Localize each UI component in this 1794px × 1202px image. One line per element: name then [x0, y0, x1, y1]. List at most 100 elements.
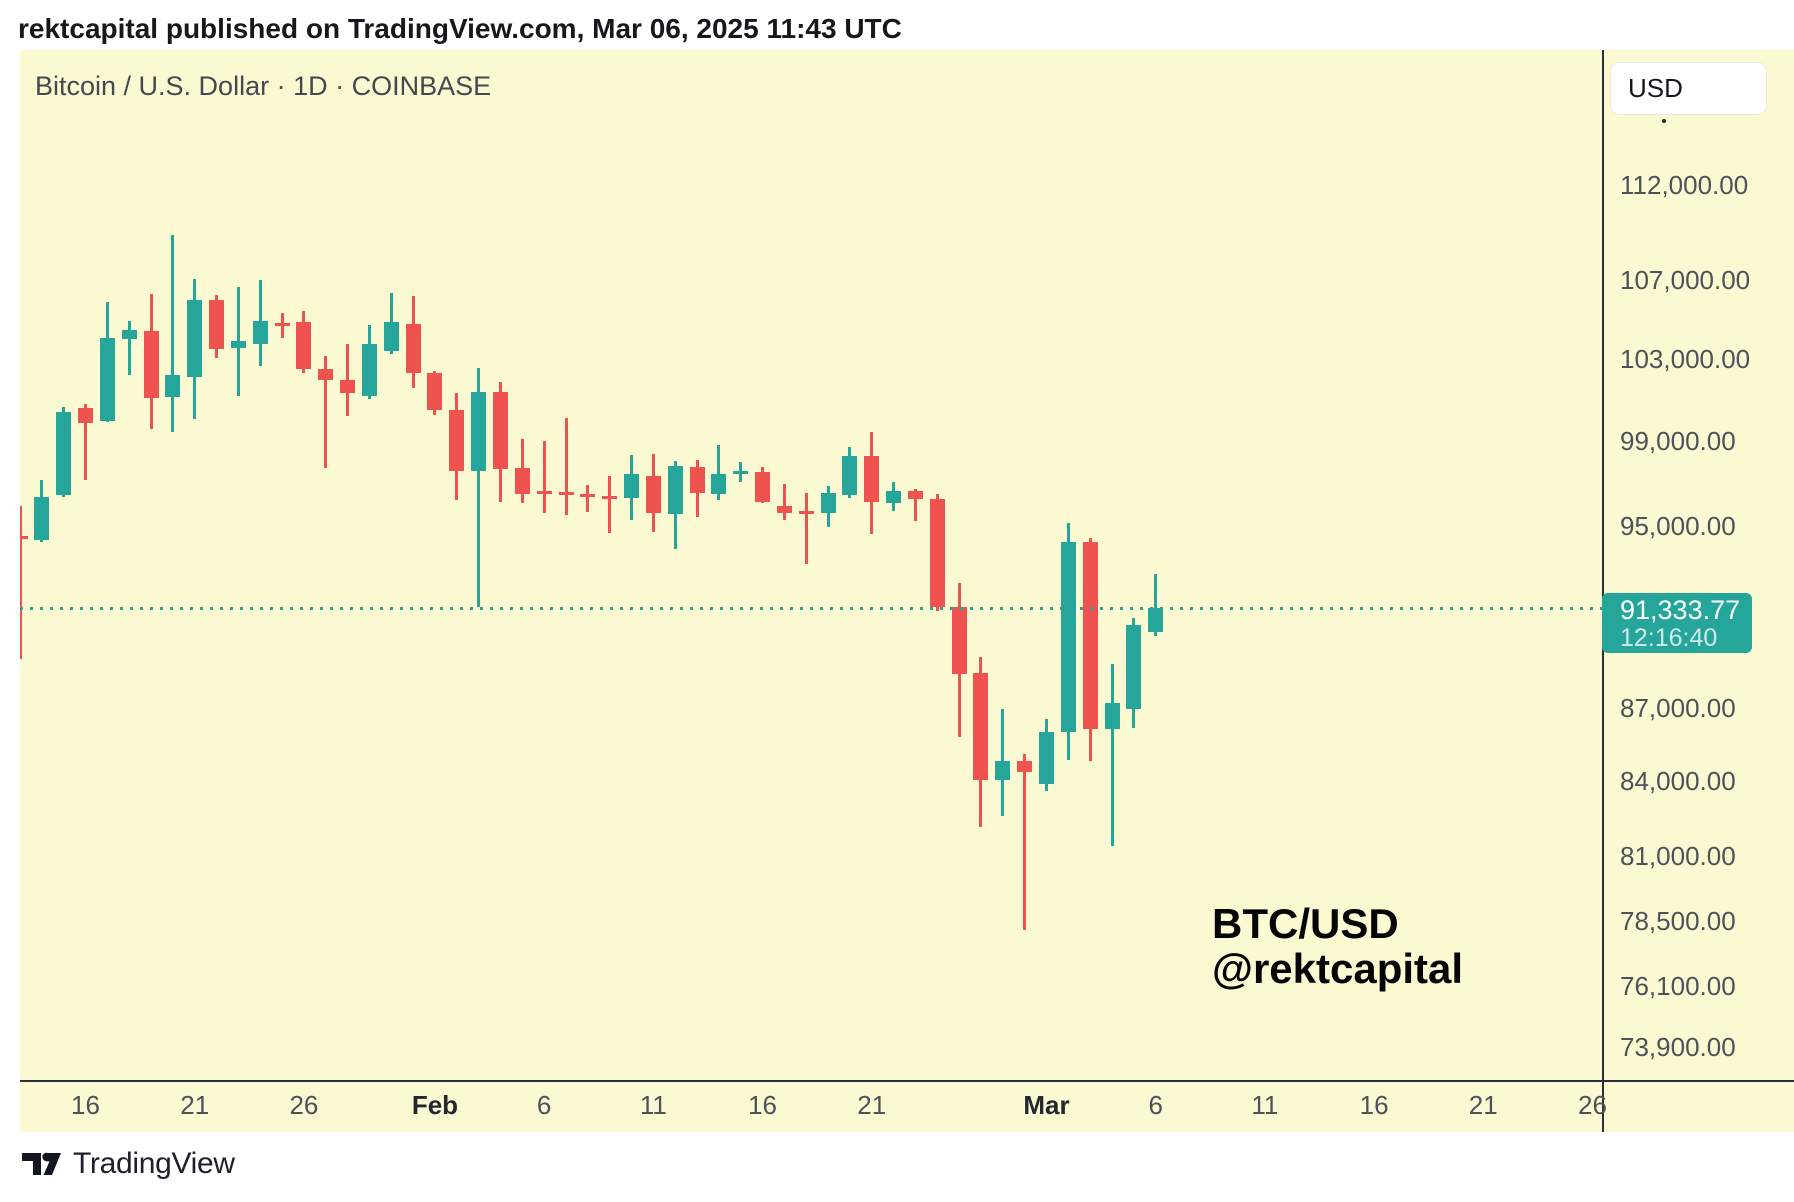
currency-usd-button[interactable]: USD [1610, 62, 1767, 115]
candle-body [558, 491, 574, 495]
price-axis-label: 103,000.00 [1620, 343, 1751, 374]
candle-body [121, 330, 137, 339]
candle-body [1060, 542, 1076, 733]
candle-wick [346, 343, 350, 417]
candle-body [99, 337, 115, 422]
candle-body [340, 380, 356, 394]
candle-body [56, 411, 72, 495]
candle-body [78, 408, 94, 424]
tradingview-logo-text: TradingView [73, 1147, 235, 1180]
candle-body [449, 409, 465, 471]
symbol-title: Bitcoin / U.S. Dollar · 1D · COINBASE [35, 71, 492, 101]
candle-body [252, 320, 268, 344]
candle-wick [1110, 664, 1114, 847]
candle-body [34, 496, 50, 541]
candle-body [907, 491, 923, 500]
price-axis-label: 73,900.00 [1620, 1031, 1736, 1062]
price-axis-label: 76,100.00 [1620, 970, 1736, 1001]
time-axis-label: 6 [1148, 1090, 1163, 1120]
candle-wick [84, 404, 88, 480]
candle-wick [127, 320, 131, 376]
time-axis-label: 16 [1359, 1090, 1389, 1120]
time-axis-label: 26 [1578, 1090, 1607, 1120]
candle-body [820, 492, 836, 513]
candle-body [776, 505, 792, 513]
candle-body [645, 475, 661, 513]
price-axis-separator-line [1602, 50, 1604, 1132]
candle-body [602, 495, 618, 499]
time-axis-label: Feb [411, 1090, 459, 1120]
candle-body [1038, 732, 1054, 785]
candle-body [624, 473, 640, 498]
time-axis-label: 16 [71, 1090, 100, 1120]
candle-wick [171, 234, 175, 432]
candle-body [1104, 703, 1120, 729]
watermark: BTC/USD @rektcapital [1212, 901, 1463, 991]
candle-body [296, 322, 312, 370]
candle-body [886, 491, 902, 504]
price-axis-label: 107,000.00 [1620, 264, 1751, 295]
price-axis-label: 81,000.00 [1620, 841, 1736, 872]
price-axis-label: 84,000.00 [1620, 766, 1736, 797]
last-price-dotted-line [20, 606, 1603, 610]
candle-wick [913, 489, 917, 521]
candle-body [492, 391, 508, 470]
watermark-symbol: BTC/USD [1212, 900, 1399, 947]
attribution-header: rektcapital published on TradingView.com… [18, 13, 902, 44]
candle-body [274, 323, 290, 327]
candle-body [667, 466, 683, 514]
candle-body [383, 322, 399, 351]
time-axis-label: 6 [536, 1090, 552, 1120]
candle-body [973, 672, 989, 781]
candle-body [755, 471, 771, 503]
last-price-badge: 91,333.77 12:16:40 [1602, 593, 1752, 653]
time-axis-label: 11 [639, 1090, 667, 1120]
candle-body [427, 373, 443, 410]
candle-body [995, 761, 1011, 781]
candle-wick [564, 417, 568, 515]
candle-wick [586, 485, 590, 512]
chart-background [20, 50, 1794, 1132]
time-axis-label: 21 [180, 1090, 210, 1120]
time-axis-label: Mar [1023, 1090, 1070, 1120]
candle-body [1082, 542, 1098, 729]
candle-wick [477, 368, 481, 607]
price-axis-label: 112,000.00 [1620, 170, 1749, 200]
candle-body [580, 494, 596, 498]
candle-body [536, 491, 552, 495]
candle-wick [1023, 753, 1027, 930]
candle-body [143, 330, 159, 398]
candle-wick [20, 505, 22, 659]
candle-body [165, 375, 181, 397]
candle-body [209, 300, 225, 349]
candle-wick [1154, 574, 1158, 636]
candle-body [514, 468, 530, 495]
candle-body [711, 473, 727, 495]
price-axis-label: 99,000.00 [1620, 425, 1736, 456]
candle-body [20, 535, 28, 539]
candle-wick [804, 492, 808, 564]
candle-body [1017, 761, 1033, 772]
time-axis-label: 16 [748, 1090, 778, 1120]
candle-wick [324, 355, 328, 468]
tradingview-logo-icon [22, 1151, 62, 1177]
candle-body [798, 510, 814, 515]
price-axis-label: 95,000.00 [1620, 511, 1736, 542]
candle-body [733, 471, 749, 474]
watermark-handle: @rektcapital [1212, 945, 1464, 992]
price-axis-label: 87,000.00 [1620, 693, 1736, 724]
price-axis-label: 78,500.00 [1620, 906, 1736, 937]
time-axis-label: 26 [289, 1090, 319, 1120]
currency-usd-label: USD [1628, 73, 1683, 103]
candle-body [929, 499, 945, 607]
candle-wick [608, 476, 612, 533]
candle-body [842, 456, 858, 495]
candle-body [951, 606, 967, 674]
candle-wick [542, 440, 546, 514]
last-price-value: 91,333.77 [1620, 595, 1741, 625]
candle-body [471, 391, 487, 471]
chart-pane[interactable] [20, 50, 1603, 1081]
tradingview-logo[interactable]: TradingView [22, 1146, 235, 1182]
candle-body [361, 343, 377, 396]
